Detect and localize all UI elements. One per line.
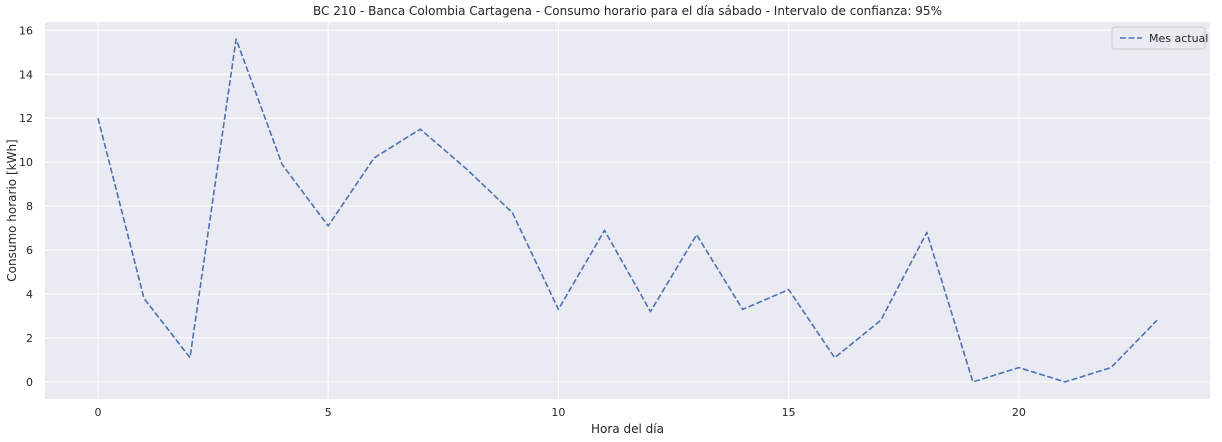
y-tick-label: 2: [26, 332, 33, 345]
y-tick-label: 12: [19, 112, 33, 125]
y-axis-ticks: 0 2 4 6 8 10 12 14 16: [19, 24, 33, 389]
x-tick-label: 15: [782, 406, 796, 419]
y-tick-label: 0: [26, 376, 33, 389]
y-tick-label: 14: [19, 68, 33, 81]
chart-title: BC 210 - Banca Colombia Cartagena - Cons…: [313, 4, 942, 18]
y-tick-label: 8: [26, 200, 33, 213]
plot-area: [45, 22, 1210, 399]
grid: [45, 22, 1210, 399]
legend: Mes actual: [1111, 26, 1208, 50]
series-layer: [97, 38, 1158, 383]
y-tick-label: 16: [19, 24, 33, 37]
x-axis-label: Hora del día: [591, 422, 664, 436]
x-tick-label: 10: [551, 406, 565, 419]
x-tick-label: 5: [325, 406, 332, 419]
y-tick-label: 6: [26, 244, 33, 257]
series-line-mes-actual: [97, 38, 1158, 383]
y-tick-label: 4: [26, 288, 33, 301]
legend-label-mes-actual: Mes actual: [1149, 32, 1208, 45]
y-tick-label: 10: [19, 156, 33, 169]
legend-box: [1111, 26, 1206, 50]
x-tick-label: 20: [1012, 406, 1026, 419]
x-tick-label: 0: [94, 406, 101, 419]
y-axis-label: Consumo horario [kWh]: [5, 139, 19, 281]
x-axis-ticks: 0 5 10 15 20: [94, 406, 1025, 419]
